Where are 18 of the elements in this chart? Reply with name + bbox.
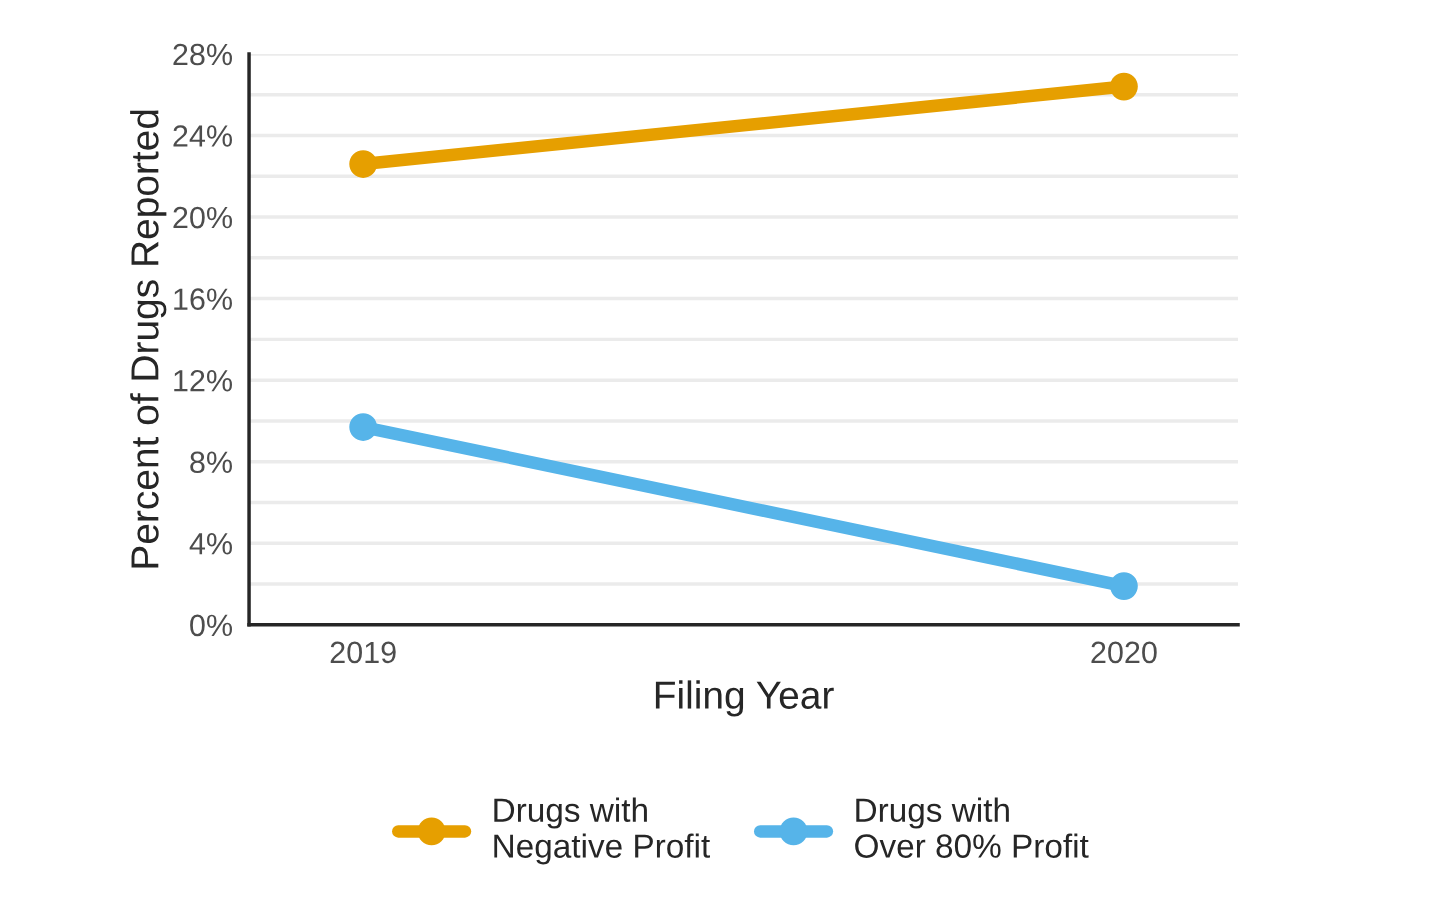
x-axis-title: Filing Year (655, 680, 834, 717)
y-axis-title: Percent of Drugs Reported (130, 110, 167, 568)
point (349, 413, 378, 441)
x-tick-label: 2020 (1091, 641, 1157, 664)
y-tick-label: 24% (173, 125, 232, 147)
y-tick-label: 8% (190, 451, 232, 474)
point (1110, 72, 1138, 101)
y-tick-label: 20% (173, 206, 232, 229)
y-tick-label: 4% (189, 533, 232, 555)
legend-label: Drugs with Over 80% Profit (855, 797, 1089, 858)
x-tick-label: 2019 (330, 641, 396, 664)
point (349, 150, 378, 178)
y-tick-label: 12% (174, 369, 232, 392)
legend-label: Drugs with Negative Profit (494, 797, 710, 865)
y-tick-label: 16% (174, 288, 232, 310)
y-tick-label: 0% (190, 614, 232, 637)
y-tick-label: 28% (173, 43, 232, 66)
point (1110, 572, 1138, 600)
